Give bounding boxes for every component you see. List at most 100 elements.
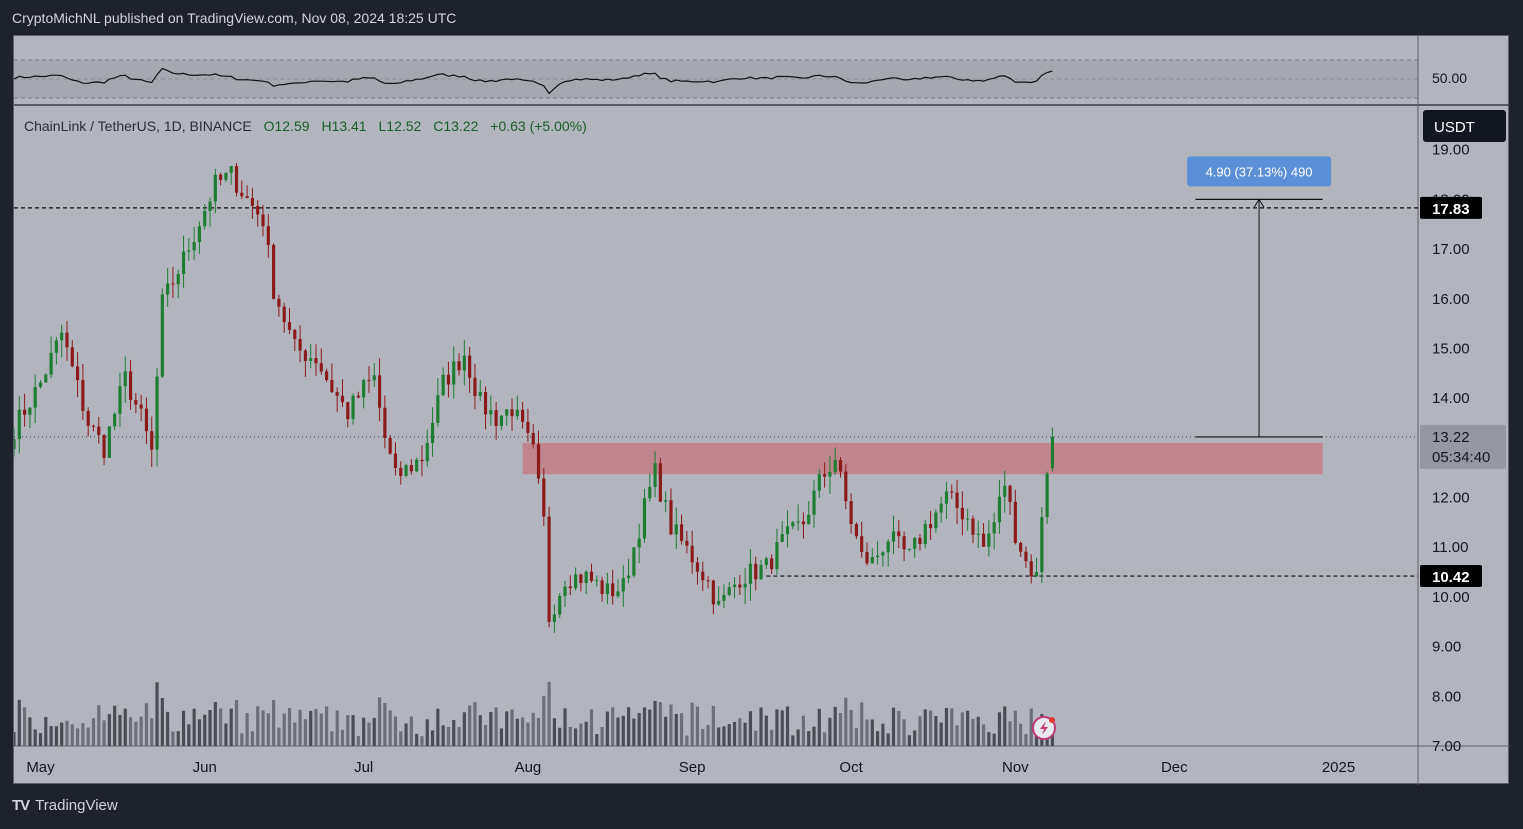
candle-body[interactable]: [690, 545, 694, 563]
candle-body[interactable]: [807, 514, 811, 525]
candle-body[interactable]: [584, 571, 588, 584]
tradingview-logo[interactable]: TV TradingView: [12, 797, 118, 814]
candle-body[interactable]: [425, 442, 429, 462]
candle-body[interactable]: [457, 361, 461, 371]
candle-body[interactable]: [563, 586, 567, 596]
candle-body[interactable]: [208, 201, 212, 211]
candle-body[interactable]: [181, 251, 186, 274]
candle-body[interactable]: [997, 496, 1002, 523]
candle-body[interactable]: [897, 531, 901, 537]
candle-body[interactable]: [346, 402, 350, 420]
candle-body[interactable]: [1003, 485, 1007, 497]
candle-body[interactable]: [245, 196, 249, 199]
candle-body[interactable]: [823, 474, 827, 477]
candle-body[interactable]: [468, 355, 472, 378]
candle-body[interactable]: [626, 575, 631, 579]
candle-body[interactable]: [446, 374, 451, 385]
candle-body[interactable]: [44, 374, 48, 383]
candle-body[interactable]: [171, 283, 175, 285]
candlestick-chart[interactable]: 50.00 ChainLink / TetherUS, 1D, BINANCE …: [14, 36, 1510, 785]
candle-body[interactable]: [197, 226, 202, 242]
candle-body[interactable]: [383, 407, 387, 438]
candle-body[interactable]: [701, 571, 705, 581]
candle-body[interactable]: [854, 524, 858, 537]
candle-body[interactable]: [743, 583, 747, 588]
candle-body[interactable]: [870, 557, 874, 564]
candle-body[interactable]: [801, 521, 806, 525]
lightning-alert-icon[interactable]: [1032, 716, 1056, 740]
candle-body[interactable]: [637, 538, 641, 548]
candle-body[interactable]: [812, 490, 816, 515]
candle-body[interactable]: [780, 534, 784, 542]
candle-body[interactable]: [828, 472, 832, 477]
candle-body[interactable]: [579, 574, 583, 584]
candle-body[interactable]: [669, 500, 673, 535]
candle-body[interactable]: [298, 338, 302, 351]
candle-body[interactable]: [860, 536, 864, 552]
candle-body[interactable]: [796, 521, 800, 523]
candle-body[interactable]: [711, 580, 715, 605]
candle-body[interactable]: [865, 551, 869, 564]
candle-body[interactable]: [49, 352, 53, 375]
candle-body[interactable]: [282, 306, 286, 323]
candle-body[interactable]: [314, 358, 318, 364]
candle-body[interactable]: [1045, 473, 1049, 518]
candle-body[interactable]: [1040, 517, 1044, 573]
candle-body[interactable]: [23, 409, 27, 415]
candle-body[interactable]: [144, 408, 149, 432]
candle-body[interactable]: [356, 395, 360, 398]
candle-body[interactable]: [256, 205, 260, 215]
candle-body[interactable]: [589, 571, 594, 582]
candle-body[interactable]: [399, 467, 403, 477]
candle-body[interactable]: [277, 298, 281, 307]
candle-body[interactable]: [642, 498, 647, 539]
candle-body[interactable]: [388, 437, 392, 454]
candle-body[interactable]: [335, 391, 339, 396]
candle-body[interactable]: [415, 459, 419, 472]
candle-body[interactable]: [510, 409, 514, 417]
candle-body[interactable]: [833, 459, 837, 473]
candle-body[interactable]: [160, 294, 164, 377]
candle-body[interactable]: [1013, 501, 1017, 543]
candle-body[interactable]: [28, 407, 32, 415]
candle-body[interactable]: [266, 226, 270, 245]
candle-body[interactable]: [81, 380, 85, 411]
candle-body[interactable]: [33, 387, 37, 408]
candle-body[interactable]: [838, 459, 843, 472]
candle-body[interactable]: [505, 409, 509, 416]
candle-body[interactable]: [219, 174, 223, 180]
candle-body[interactable]: [372, 375, 376, 381]
candle-body[interactable]: [494, 410, 498, 427]
candle-body[interactable]: [664, 500, 668, 502]
candle-body[interactable]: [674, 524, 678, 535]
candle-body[interactable]: [764, 558, 768, 565]
candle-body[interactable]: [542, 478, 546, 517]
candle-body[interactable]: [240, 192, 244, 197]
candle-body[interactable]: [70, 347, 74, 367]
candle-body[interactable]: [653, 463, 657, 488]
candle-body[interactable]: [648, 487, 652, 499]
candle-body[interactable]: [229, 166, 233, 173]
candle-body[interactable]: [558, 595, 562, 615]
candle-body[interactable]: [118, 386, 122, 414]
candle-body[interactable]: [531, 432, 535, 445]
candle-body[interactable]: [928, 524, 933, 529]
candle-body[interactable]: [616, 591, 620, 597]
candle-body[interactable]: [1034, 572, 1039, 577]
candle-body[interactable]: [123, 371, 127, 387]
candle-body[interactable]: [611, 583, 615, 597]
candle-body[interactable]: [65, 332, 69, 348]
candle-body[interactable]: [1024, 551, 1028, 562]
candle-body[interactable]: [478, 392, 482, 397]
candle-body[interactable]: [287, 322, 292, 330]
candle-body[interactable]: [203, 210, 207, 227]
time-scale[interactable]: May Jun Jul Aug Sep Oct Nov Dec 2025: [26, 759, 1355, 776]
candle-body[interactable]: [75, 366, 80, 381]
candle-body[interactable]: [113, 413, 117, 427]
resistance-zone[interactable]: [522, 442, 1323, 475]
candle-body[interactable]: [261, 214, 265, 227]
candle-body[interactable]: [155, 376, 159, 450]
candle-body[interactable]: [923, 524, 927, 545]
candle-body[interactable]: [102, 435, 106, 458]
candle-body[interactable]: [950, 491, 954, 493]
